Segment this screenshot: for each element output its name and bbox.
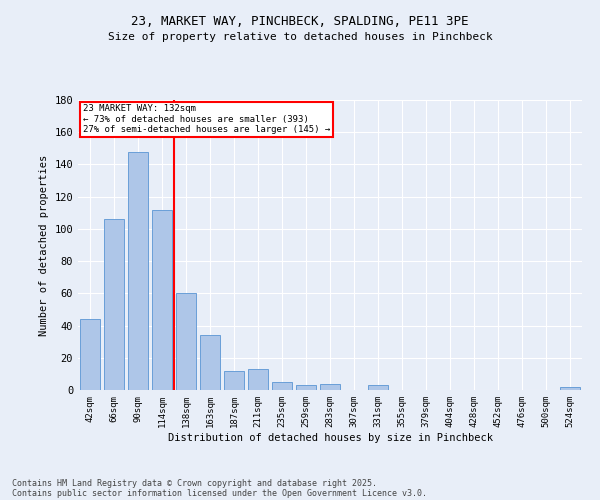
Bar bbox=[176, 294, 196, 390]
Bar bbox=[80, 319, 100, 390]
Text: Contains HM Land Registry data © Crown copyright and database right 2025.: Contains HM Land Registry data © Crown c… bbox=[12, 478, 377, 488]
Bar bbox=[560, 387, 580, 390]
Bar bbox=[200, 335, 220, 390]
Y-axis label: Number of detached properties: Number of detached properties bbox=[39, 154, 49, 336]
Bar bbox=[152, 210, 172, 390]
Text: Contains public sector information licensed under the Open Government Licence v3: Contains public sector information licen… bbox=[12, 488, 427, 498]
Bar bbox=[320, 384, 340, 390]
X-axis label: Distribution of detached houses by size in Pinchbeck: Distribution of detached houses by size … bbox=[167, 432, 493, 442]
Bar bbox=[272, 382, 292, 390]
Bar bbox=[248, 369, 268, 390]
Bar bbox=[296, 385, 316, 390]
Bar bbox=[104, 219, 124, 390]
Bar bbox=[368, 385, 388, 390]
Bar bbox=[128, 152, 148, 390]
Text: Size of property relative to detached houses in Pinchbeck: Size of property relative to detached ho… bbox=[107, 32, 493, 42]
Text: 23, MARKET WAY, PINCHBECK, SPALDING, PE11 3PE: 23, MARKET WAY, PINCHBECK, SPALDING, PE1… bbox=[131, 15, 469, 28]
Bar bbox=[224, 370, 244, 390]
Text: 23 MARKET WAY: 132sqm
← 73% of detached houses are smaller (393)
27% of semi-det: 23 MARKET WAY: 132sqm ← 73% of detached … bbox=[83, 104, 330, 134]
